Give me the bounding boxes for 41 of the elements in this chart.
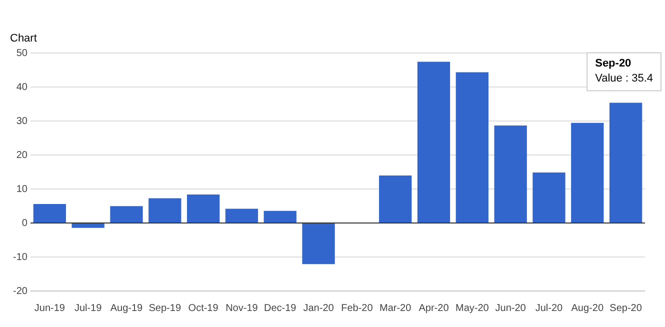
bar: [571, 122, 604, 223]
bar: [33, 204, 66, 223]
y-tick-label: -20: [13, 286, 28, 297]
chart-title: Chart: [10, 32, 37, 45]
annotation: Sep-20 Value : 35.4: [595, 57, 654, 84]
x-tick-label: Jul-19: [74, 302, 102, 314]
x-tick-label: Feb-20: [341, 302, 374, 314]
bar: [456, 72, 488, 223]
bar: [264, 210, 296, 223]
x-tick-label: Jun-20: [495, 302, 526, 314]
bar: [225, 208, 258, 223]
x-tick-label: Apr-20: [418, 302, 450, 314]
bar: [110, 206, 143, 223]
x-tick-label: Jan-20: [303, 302, 334, 314]
x-tick-label: Aug-19: [110, 302, 144, 314]
bar: [186, 194, 220, 223]
x-tick-label: Sep-20: [610, 302, 642, 314]
y-tick-label: 10: [16, 184, 28, 195]
y-tick-label: -10: [13, 252, 28, 263]
bar: [494, 126, 527, 223]
x-tick-label: Jun-19: [34, 302, 66, 314]
x-tick-label: Mar-20: [379, 302, 412, 314]
x-tick-label: Jul-20: [535, 302, 564, 314]
bar: [302, 224, 335, 264]
y-tick-label: 50: [16, 48, 28, 59]
bar: [532, 172, 566, 223]
x-tick-label: May-20: [455, 302, 490, 314]
y-tick-label: 20: [16, 150, 28, 161]
x-tick-label: Aug-20: [571, 302, 604, 314]
bar: [417, 62, 450, 223]
x-tick-label: Nov-19: [226, 302, 258, 314]
bar: [72, 224, 104, 228]
x-tick-label: Sep-19: [148, 302, 182, 314]
y-tick-label: 0: [22, 218, 28, 229]
bar: [148, 198, 182, 223]
y-tick-label: 40: [16, 82, 28, 93]
x-tick-label: Dec-19: [264, 302, 297, 314]
x-tick-label: Oct-19: [188, 302, 219, 314]
y-tick-label: 30: [16, 116, 28, 127]
bar: [609, 102, 642, 223]
bar: [379, 175, 412, 223]
